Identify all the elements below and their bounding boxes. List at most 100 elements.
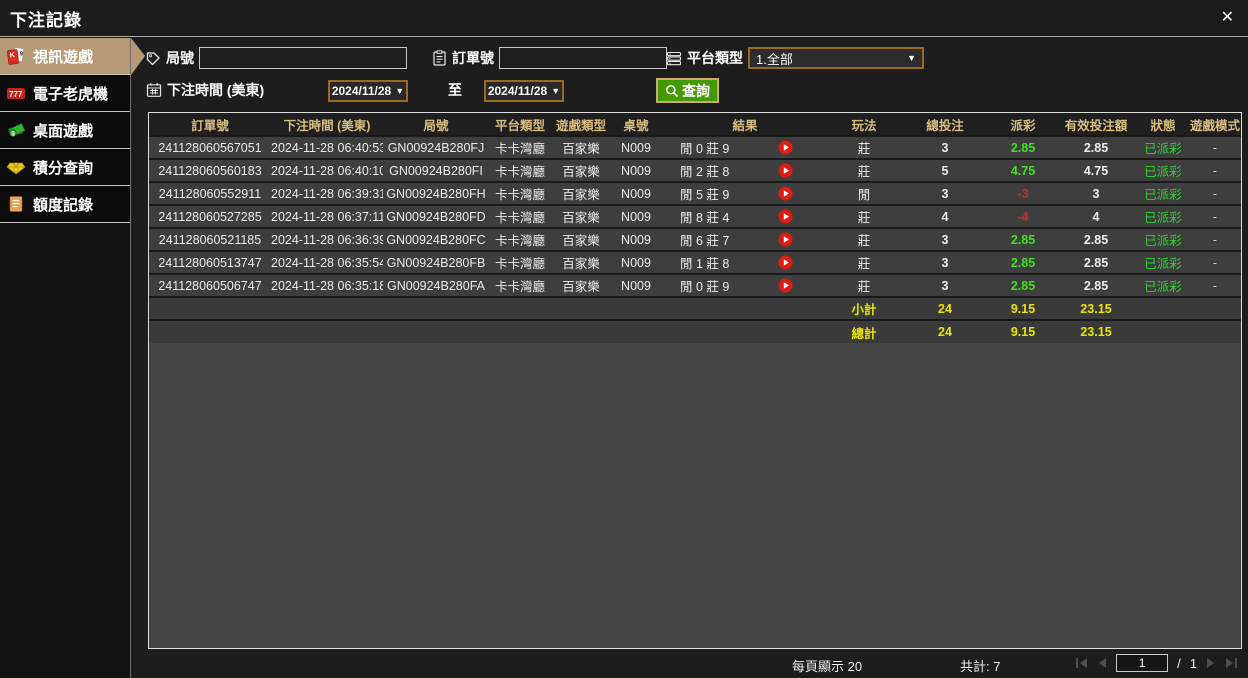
table-row: 241128060513747 2024-11-28 06:35:54 GN00… — [149, 250, 1241, 274]
close-icon[interactable]: ✕ — [1220, 9, 1234, 26]
row-cell-play: 莊 — [829, 158, 899, 182]
grand-total-valid-bet: 23.15 — [1055, 319, 1137, 343]
table-row: 241128060560183 2024-11-28 06:40:10 GN00… — [149, 158, 1241, 182]
first-page-icon[interactable] — [1075, 657, 1088, 669]
records-table: 訂單號 下注時間 (美東) 局號 平台類型 遊戲類型 桌號 結果 玩法 總投注 … — [148, 112, 1242, 649]
row-cell-platform: 卡卡灣廳 — [489, 250, 551, 274]
playing-cards-icon: 9 K — [6, 46, 26, 66]
sidebar-item-slots[interactable]: 777 電子老虎機 — [0, 75, 130, 112]
filter-form: 局號 訂單號 — [132, 38, 1248, 112]
play-video-icon[interactable] — [748, 209, 822, 224]
date-to-value: 2024/11/28 — [487, 84, 548, 98]
row-cell-table-no: N009 — [611, 227, 661, 251]
row-cell-game: 百家樂 — [551, 181, 611, 205]
row-cell-mode: - — [1189, 135, 1241, 159]
row-cell-order: 241128060560183 — [149, 158, 271, 182]
row-cell-valid-bet: 3 — [1055, 181, 1137, 205]
row-cell-table-no: N009 — [611, 273, 661, 297]
play-video-icon[interactable] — [748, 163, 822, 178]
per-page-label: 每頁顯示 20 — [792, 659, 863, 674]
row-cell-round: GN00924B280FH — [383, 181, 489, 205]
col-header-payout: 派彩 — [991, 113, 1055, 136]
row-cell-result: 閒 1 莊 8 — [661, 250, 829, 274]
grand-total-row: 總計 24 9.15 23.15 — [149, 319, 1241, 343]
date-to-dropdown[interactable]: 2024/11/28 ▼ — [484, 80, 564, 102]
order-input[interactable] — [499, 47, 667, 69]
row-cell-order: 241128060521185 — [149, 227, 271, 251]
result-score: 閒 0 莊 9 — [680, 280, 730, 294]
result-score: 閒 0 莊 9 — [680, 142, 730, 156]
row-cell-play: 莊 — [829, 135, 899, 159]
row-cell-payout: 2.85 — [991, 250, 1055, 274]
play-video-icon[interactable] — [748, 186, 822, 201]
pager-controls: / 1 — [1075, 654, 1238, 672]
row-cell-play: 莊 — [829, 273, 899, 297]
play-video-icon[interactable] — [748, 255, 822, 270]
row-cell-mode: - — [1189, 273, 1241, 297]
play-video-icon[interactable] — [748, 140, 822, 155]
previous-page-icon[interactable] — [1097, 657, 1107, 669]
row-cell-play: 莊 — [829, 204, 899, 228]
bet-time-label: 下注時間 (美東) — [167, 82, 265, 98]
row-cell-payout: -4 — [991, 204, 1055, 228]
row-cell-round: GN00924B280FB — [383, 250, 489, 274]
row-cell-payout: 4.75 — [991, 158, 1055, 182]
page-number-input[interactable] — [1116, 654, 1169, 672]
last-page-icon[interactable] — [1225, 657, 1238, 669]
sidebar-item-label: 桌面遊戲 — [33, 122, 94, 140]
row-cell-order: 241128060552911 — [149, 181, 271, 205]
grand-total-total-bet: 24 — [899, 319, 991, 343]
row-cell-total-bet: 3 — [899, 227, 991, 251]
date-to-label: 至 — [448, 82, 462, 98]
row-cell-play: 莊 — [829, 227, 899, 251]
svg-text:$: $ — [11, 130, 15, 137]
table-row: 241128060527285 2024-11-28 06:37:11 GN00… — [149, 204, 1241, 228]
col-header-table-no: 桌號 — [611, 113, 661, 136]
row-cell-game: 百家樂 — [551, 204, 611, 228]
row-cell-total-bet: 4 — [899, 204, 991, 228]
result-score: 閒 8 莊 4 — [680, 211, 730, 225]
server-list-icon — [666, 51, 682, 66]
row-cell-platform: 卡卡灣廳 — [489, 181, 551, 205]
platform-select[interactable]: 1.全部 ▼ — [748, 47, 924, 69]
round-input[interactable] — [199, 47, 407, 69]
search-button-label: 查詢 — [682, 82, 710, 99]
row-cell-game: 百家樂 — [551, 250, 611, 274]
svg-text:777: 777 — [9, 90, 23, 99]
sidebar-item-table-games[interactable]: $ 桌面遊戲 — [0, 112, 130, 149]
row-cell-round: GN00924B280FC — [383, 227, 489, 251]
sidebar-item-quota[interactable]: 額度記錄 — [0, 186, 130, 223]
row-cell-time: 2024-11-28 06:39:31 — [271, 181, 383, 205]
col-header-play: 玩法 — [829, 113, 899, 136]
page-separator: / — [1177, 655, 1181, 671]
row-cell-time: 2024-11-28 06:40:10 — [271, 158, 383, 182]
row-cell-time: 2024-11-28 06:40:53 — [271, 135, 383, 159]
date-from-dropdown[interactable]: 2024/11/28 ▼ — [328, 80, 408, 102]
col-header-time: 下注時間 (美東) — [271, 113, 383, 136]
row-cell-mode: - — [1189, 181, 1241, 205]
row-cell-total-bet: 3 — [899, 250, 991, 274]
row-cell-mode: - — [1189, 227, 1241, 251]
col-header-mode: 遊戲模式 — [1189, 113, 1241, 136]
row-cell-table-no: N009 — [611, 135, 661, 159]
row-cell-status: 已派彩 — [1137, 181, 1189, 205]
subtotal-payout: 9.15 — [991, 296, 1055, 320]
subtotal-valid-bet: 23.15 — [1055, 296, 1137, 320]
row-cell-valid-bet: 4 — [1055, 204, 1137, 228]
play-video-icon[interactable] — [748, 278, 822, 293]
document-icon — [6, 194, 26, 214]
result-score: 閒 1 莊 8 — [680, 257, 730, 271]
next-page-icon[interactable] — [1206, 657, 1216, 669]
main-content: 局號 訂單號 — [132, 38, 1248, 678]
subtotal-spacer — [149, 296, 829, 320]
row-cell-time: 2024-11-28 06:36:39 — [271, 227, 383, 251]
row-cell-table-no: N009 — [611, 204, 661, 228]
table-row: 241128060521185 2024-11-28 06:36:39 GN00… — [149, 227, 1241, 251]
row-cell-valid-bet: 4.75 — [1055, 158, 1137, 182]
table-header-row: 訂單號 下注時間 (美東) 局號 平台類型 遊戲類型 桌號 結果 玩法 總投注 … — [149, 113, 1241, 136]
sidebar-item-points[interactable]: 積分查詢 — [0, 149, 130, 186]
col-header-total-bet: 總投注 — [899, 113, 991, 136]
search-button[interactable]: 查詢 — [656, 78, 719, 103]
play-video-icon[interactable] — [748, 232, 822, 247]
sidebar-item-video-games[interactable]: 9 K 視訊遊戲 — [0, 38, 145, 75]
